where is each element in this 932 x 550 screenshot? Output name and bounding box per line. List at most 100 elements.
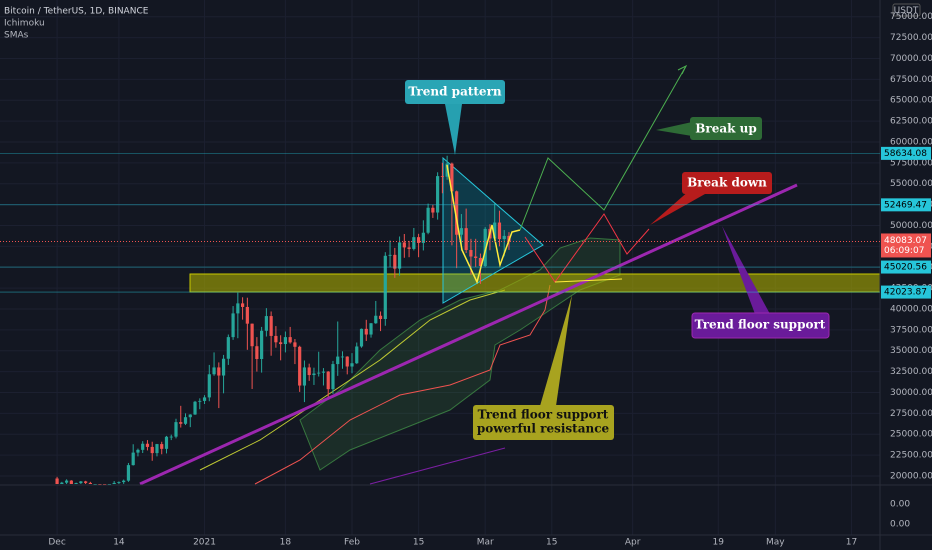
y-tick-label: 25000.00 (890, 430, 932, 440)
x-tick-label: 19 (713, 538, 725, 548)
candle-body (155, 444, 159, 454)
zigzag (446, 164, 521, 285)
candle-body (136, 449, 140, 453)
candle-body (193, 401, 197, 415)
level-tag (881, 146, 931, 160)
pane-label: 0.00 (890, 520, 910, 530)
candle-body (84, 481, 88, 483)
candle-body (393, 254, 397, 269)
candle-body (288, 337, 292, 343)
candle-body (483, 228, 487, 267)
candle-body (497, 222, 502, 240)
candle-body (478, 257, 483, 267)
currency-box (892, 3, 921, 17)
candle-body (141, 443, 145, 450)
marker-line (554, 278, 623, 283)
candle-body (493, 222, 497, 239)
y-tick-label: 72500.00 (890, 33, 932, 43)
candle-body (55, 478, 59, 484)
pane-label: 0.00 (890, 500, 910, 510)
candle-body (212, 367, 216, 375)
y-tick-label: 75000.00 (890, 12, 932, 22)
annotation: Trend floor support (695, 318, 826, 332)
y-tick-label: 67500.00 (890, 75, 932, 85)
y-tick-label: 40000.00 (890, 304, 932, 314)
x-tick-label: Apr (625, 538, 641, 548)
candle-body (355, 346, 359, 364)
x-tick-label: May (766, 538, 785, 548)
candle-body (169, 436, 173, 438)
candle-body (397, 242, 402, 269)
y-tick-label: 37500.00 (890, 325, 932, 335)
y-tick-label: 20000.00 (890, 471, 932, 481)
level-label: 42023.87 (884, 288, 927, 298)
y-tick-label: 55000.00 (890, 179, 932, 189)
candle-body (369, 323, 373, 335)
candle-body (164, 436, 169, 449)
candle-body (402, 242, 406, 248)
candle-body (440, 176, 444, 177)
y-tick-label: 35000.00 (890, 346, 932, 356)
candle-body (250, 323, 254, 347)
candle-body (445, 163, 449, 177)
candle-body (416, 237, 421, 243)
break-up-path (519, 65, 687, 231)
x-tick-label: Dec (48, 538, 65, 548)
y-tick-label: 22500.00 (890, 451, 932, 461)
candle-body (93, 484, 97, 485)
annotation: Break down (687, 176, 767, 190)
candle-body (221, 358, 226, 376)
y-tick-label: 50000.00 (890, 221, 932, 231)
currency-label: USDT (894, 6, 919, 16)
candle-body (98, 484, 102, 485)
annotation: powerful resistance (477, 422, 610, 436)
callout-pointer (445, 104, 462, 155)
callout-pointer (656, 122, 692, 136)
support-zone (189, 273, 881, 293)
y-tick-label: 65000.00 (890, 96, 932, 106)
candle-body (312, 373, 316, 376)
candle-body (469, 250, 473, 257)
candle-body (245, 306, 249, 324)
y-tick-label: 70000.00 (890, 54, 932, 64)
candle-body (207, 374, 211, 398)
candles (55, 155, 511, 485)
x-tick-label: 15 (546, 538, 557, 548)
x-tick-label: 14 (113, 538, 125, 548)
x-tick-label: Mar (477, 538, 494, 548)
callout-pointer (540, 295, 572, 406)
candle-body (302, 367, 307, 386)
candle-body (198, 400, 202, 402)
candle-body (431, 207, 435, 213)
candle-body (307, 367, 311, 376)
candle-body (236, 303, 240, 314)
price-axis (880, 0, 932, 550)
sma-line (199, 289, 506, 471)
candle-body (226, 337, 230, 359)
y-tick-label: 32500.00 (890, 367, 932, 377)
y-tick-label: 27500.00 (890, 409, 932, 419)
candle-body (274, 335, 278, 343)
x-tick-label: 15 (413, 538, 424, 548)
candle-body (450, 163, 454, 192)
candle-body (255, 346, 259, 359)
candle-body (240, 303, 245, 307)
candle-body (74, 483, 78, 484)
candle-body (160, 444, 164, 449)
x-tick-label: Feb (344, 538, 360, 548)
candle-body (374, 315, 378, 324)
candle-body (131, 452, 135, 466)
candle-body (174, 422, 178, 437)
candle-body (126, 465, 131, 481)
candle-body (340, 356, 345, 358)
candle-body (359, 328, 364, 347)
candle-body (326, 371, 330, 390)
callout (682, 172, 772, 194)
candle-body (474, 256, 478, 258)
candle-body (107, 484, 112, 485)
candle-body (60, 482, 64, 484)
candle-body (412, 237, 416, 249)
candle-body (407, 247, 411, 249)
level-tag (881, 285, 931, 299)
